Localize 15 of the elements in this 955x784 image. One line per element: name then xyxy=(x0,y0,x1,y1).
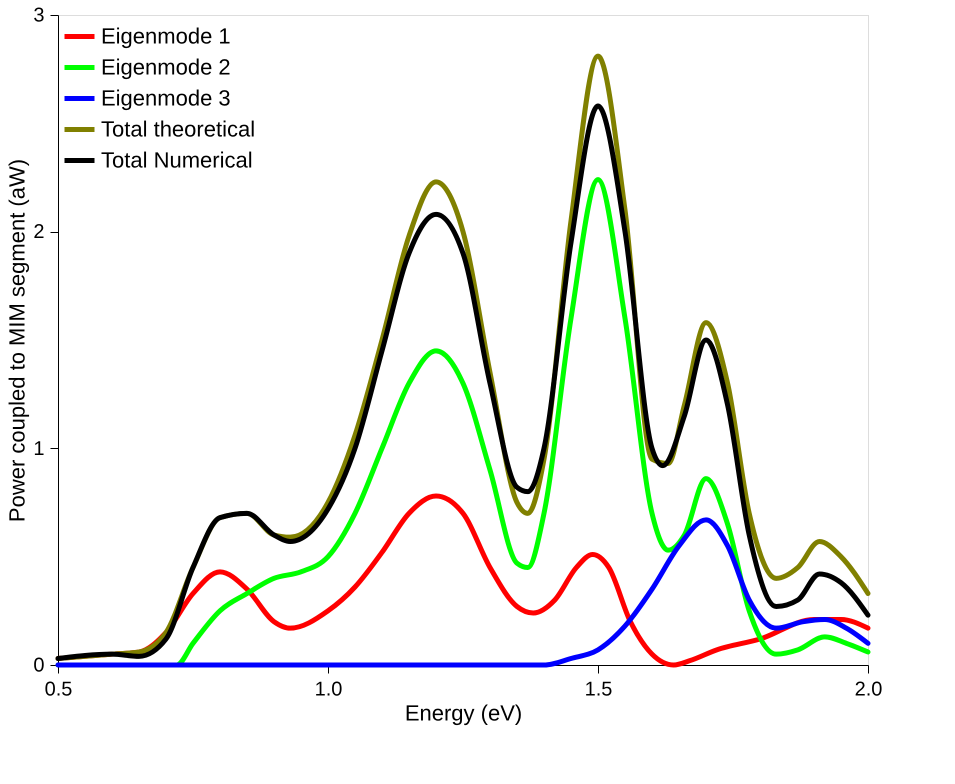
y-tick-label: 3 xyxy=(33,4,44,26)
legend-label: Eigenmode 1 xyxy=(101,24,231,48)
y-axis-title: Power coupled to MIM segment (aW) xyxy=(4,158,30,522)
y-tick-label: 1 xyxy=(33,438,44,460)
x-tick-label: 2.0 xyxy=(854,678,882,700)
legend-label: Eigenmode 3 xyxy=(101,86,231,110)
y-tick-label: 2 xyxy=(33,221,44,244)
x-tick-label: 1.0 xyxy=(314,678,342,700)
x-tick-label: 0.5 xyxy=(44,678,72,700)
legend-label: Total Numerical xyxy=(101,148,253,172)
legend-label: Total theoretical xyxy=(101,116,256,142)
legend-label: Eigenmode 2 xyxy=(101,54,231,80)
x-axis-title: Energy (eV) xyxy=(404,700,522,726)
x-tick-label: 1.5 xyxy=(584,678,612,700)
y-tick-label: 0 xyxy=(33,654,44,676)
